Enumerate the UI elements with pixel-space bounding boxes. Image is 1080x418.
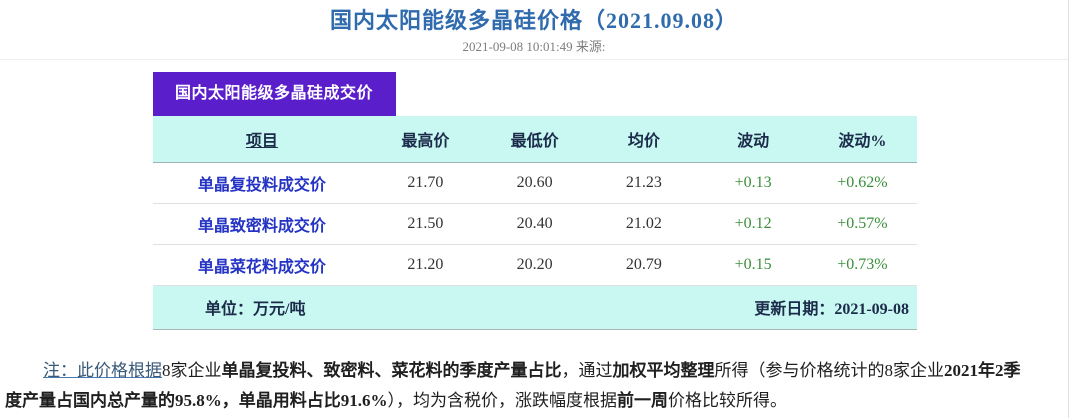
row-item-label: 单晶复投料成交价 xyxy=(197,176,326,194)
footnote-text: 8家企业 xyxy=(162,361,222,380)
row-low-value: 20.60 xyxy=(516,173,553,191)
footnote-text-bold: 前一周 xyxy=(617,391,668,410)
row-low-value: 20.40 xyxy=(516,214,553,232)
publish-timestamp: 2021-09-08 10:01:49 来源: xyxy=(462,39,606,54)
footnote-text-bold: 单晶复投料、致密料、菜花料的季度产量占比 xyxy=(221,361,562,380)
table-row: 单晶复投料成交价 21.70 20.60 21.23 +0.13 +0.62% xyxy=(153,162,917,203)
row-avg-value: 20.79 xyxy=(625,255,662,273)
unit-label: 单位：万元/吨 xyxy=(205,301,306,318)
table-row: 单晶致密料成交价 21.50 20.40 21.02 +0.12 +0.57% xyxy=(153,203,917,244)
col-header-change: 波动 xyxy=(698,116,808,163)
col-header-item: 项目 xyxy=(153,116,371,163)
row-low-value: 20.20 xyxy=(516,255,553,273)
footnote-link[interactable]: 注：此价格根据 xyxy=(43,361,162,380)
update-date-label: 更新日期：2021-09-08 xyxy=(754,301,909,318)
row-change-pct-value: +0.62% xyxy=(837,173,888,191)
row-avg-value: 21.02 xyxy=(625,214,662,232)
row-change-pct-value: +0.73% xyxy=(837,255,888,273)
row-change-value: +0.13 xyxy=(734,173,772,191)
col-header-change-pct: 波动% xyxy=(807,116,917,163)
row-change-pct-value: +0.57% xyxy=(837,214,888,232)
footnote-text: ），均为含税价，涨跌幅度根据 xyxy=(387,391,618,410)
col-header-avg: 均价 xyxy=(589,116,699,163)
footnote-text: 价格比较所得。 xyxy=(668,391,787,410)
row-high-value: 21.20 xyxy=(407,255,444,273)
footnote-paragraph: 注：此价格根据8家企业单晶复投料、致密料、菜花料的季度产量占比，通过加权平均整理… xyxy=(5,356,1068,416)
table-title-tab: 国内太阳能级多晶硅成交价 xyxy=(153,72,396,116)
row-avg-value: 21.23 xyxy=(625,173,662,191)
content-right-border xyxy=(1068,0,1069,418)
footnote-text: ，通过 xyxy=(561,361,613,380)
table-footer-row: 单位：万元/吨 更新日期：2021-09-08 xyxy=(153,285,917,329)
row-high-value: 21.50 xyxy=(407,214,444,232)
page-title: 国内太阳能级多晶硅价格（2021.09.08） xyxy=(329,8,738,33)
footnote-text-bold: 加权平均整理 xyxy=(612,361,715,380)
col-header-low: 最低价 xyxy=(479,116,590,163)
row-change-value: +0.15 xyxy=(734,255,772,273)
table-header-row: 项目 最高价 最低价 均价 波动 波动% xyxy=(153,116,917,163)
header-divider xyxy=(0,59,1068,60)
footnote-text: 所得（参与价格统计的8家企业 xyxy=(714,361,945,380)
footnote-text-bold: 度产量占国内总产量的95.8%，单晶用料占比91.6% xyxy=(5,391,388,410)
row-item-label: 单晶菜花料成交价 xyxy=(197,258,326,276)
row-high-value: 21.70 xyxy=(407,173,444,191)
footnote-text-bold: 2021年2季 xyxy=(944,361,1021,380)
table-row: 单晶菜花料成交价 21.20 20.20 20.79 +0.15 +0.73% xyxy=(153,244,917,285)
row-item-label: 单晶致密料成交价 xyxy=(197,217,326,235)
col-header-high: 最高价 xyxy=(370,116,480,163)
row-change-value: +0.12 xyxy=(734,214,772,232)
polysilicon-price-table: 项目 最高价 最低价 均价 波动 波动% 单晶复投料成交价 21.70 20.6… xyxy=(153,116,917,330)
